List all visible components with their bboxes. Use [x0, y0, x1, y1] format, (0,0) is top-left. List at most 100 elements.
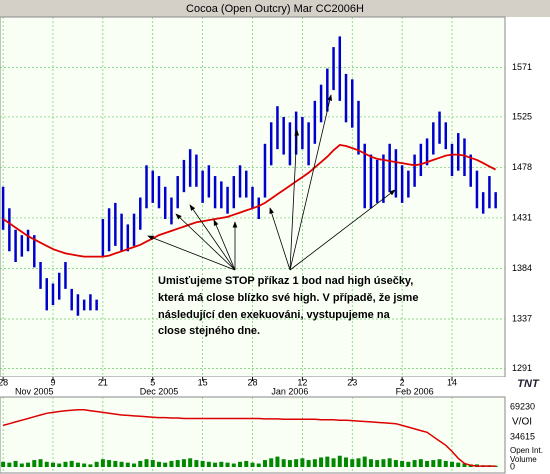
volume-bar: [88, 464, 93, 467]
volume-bar: [262, 460, 267, 467]
volume-bar: [144, 459, 149, 467]
volume-bar: [387, 458, 392, 467]
volume-bar: [7, 462, 12, 467]
volume-bar: [493, 465, 498, 467]
volume-bar: [362, 456, 367, 467]
volume-label: Volume: [510, 455, 537, 464]
volume-bar: [456, 462, 461, 467]
volume-bar: [381, 459, 386, 467]
volume-bar: [82, 463, 87, 467]
chart-title: Cocoa (Open Outcry) Mar CC2006H: [186, 3, 364, 15]
volume-bar: [200, 460, 205, 467]
volume-bar: [462, 463, 467, 467]
volume-bar: [213, 462, 218, 467]
y2-tick-label: 34615: [510, 431, 535, 441]
volume-bar: [13, 460, 18, 467]
volume-bar: [412, 460, 417, 467]
volume-bar: [32, 460, 37, 467]
volume-bar: [19, 463, 24, 467]
volume-bar: [443, 460, 448, 467]
y-tick-label: 1571: [512, 62, 532, 72]
volume-bar: [206, 461, 211, 467]
volume-bar: [44, 461, 49, 467]
month-label: Dec 2005: [140, 386, 179, 396]
volume-bar: [437, 459, 442, 467]
volume-bar: [344, 457, 349, 467]
moving-average: [2, 143, 497, 258]
volume-bar: [50, 462, 55, 467]
annotation: Umisťujeme STOP příkaz 1 bod nad high ús…: [158, 275, 413, 287]
volume-bar: [107, 460, 112, 467]
volume-bar: [375, 460, 380, 467]
volume-bar: [425, 460, 430, 467]
x-tick-label: 21: [98, 377, 108, 387]
volume-bar: [337, 455, 342, 467]
volume-bar: [250, 462, 255, 467]
x-tick-label: 12: [297, 377, 307, 387]
volume-bar: [1, 461, 6, 467]
volume-bar: [38, 459, 43, 467]
volume-bar: [57, 463, 62, 467]
y2-tick-label: 69230: [510, 401, 535, 411]
volume-bar: [100, 459, 105, 467]
x-tick-label: 15: [198, 377, 208, 387]
volume-bar: [69, 460, 74, 467]
volume-bar: [356, 458, 361, 467]
x-tick-label: 9: [50, 377, 55, 387]
x-tick-label: 23: [347, 377, 357, 387]
title-bar: [0, 0, 550, 17]
y-tick-label: 1525: [512, 111, 532, 121]
annotation: close stejného dne.: [158, 325, 260, 337]
volume-bar: [169, 460, 174, 467]
y-tick-label: 1431: [512, 212, 532, 222]
volume-bar: [94, 461, 99, 467]
volume-bar: [132, 463, 137, 467]
volume-bar: [393, 460, 398, 467]
x-tick-label: 28: [247, 377, 257, 387]
volume-bar: [188, 458, 193, 467]
volume-bar: [150, 460, 155, 467]
y-tick-label: 1478: [512, 162, 532, 172]
volume-bar: [325, 456, 330, 467]
month-label: Nov 2005: [15, 386, 54, 396]
volume-bar: [431, 460, 436, 467]
volume-bar: [113, 460, 118, 467]
volume-bar: [312, 459, 317, 467]
month-label: Jan 2006: [271, 386, 308, 396]
x-tick-label: 5: [150, 377, 155, 387]
x-tick-label: 28: [0, 377, 8, 387]
volume-bar: [319, 457, 324, 467]
month-label: Feb 2006: [396, 386, 434, 396]
volume-bar: [119, 461, 124, 467]
volume-bar: [238, 461, 243, 467]
volume-bar: [269, 458, 274, 467]
volume-bar: [231, 463, 236, 467]
date-axis: [0, 377, 550, 397]
volume-bar: [26, 462, 31, 467]
volume-bar: [163, 462, 168, 467]
volume-bar: [281, 459, 286, 467]
arrows: [147, 94, 396, 271]
volume-bar: [75, 462, 80, 467]
volume-bar: [156, 461, 161, 467]
x-tick-label: 2: [400, 377, 405, 387]
volume-bar: [63, 461, 68, 467]
volume-bar: [125, 462, 130, 467]
volume-bar: [244, 460, 249, 467]
volume-bar: [331, 458, 336, 467]
y-tick-label: 1384: [512, 263, 532, 273]
y-tick-label: 1291: [512, 363, 532, 373]
lower-axis-label: V/OI: [512, 417, 532, 428]
y-tick-label: 1337: [512, 313, 532, 323]
oi-label: Open Int.: [510, 446, 543, 455]
y2-tick-label: 0: [510, 461, 515, 471]
volume-bar: [400, 460, 405, 467]
volume-bar: [194, 460, 199, 467]
volume-bar: [450, 461, 455, 467]
volume-bar: [294, 459, 299, 467]
annotation: která má close blízko své high. V případ…: [158, 292, 418, 304]
volume-bar: [287, 460, 292, 467]
logo: TNT: [517, 378, 540, 390]
volume-bar: [225, 462, 230, 467]
volume-bar: [175, 460, 180, 467]
